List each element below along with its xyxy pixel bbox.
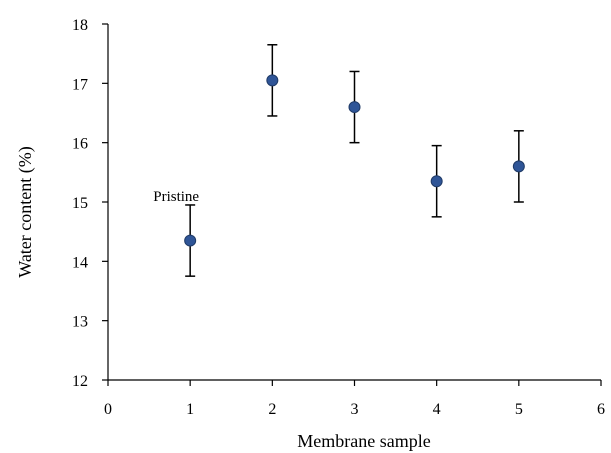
error-bars [185, 44, 524, 277]
y-tick-label: 13 [72, 314, 88, 331]
y-tick-label: 15 [72, 195, 88, 212]
x-tick-label: 3 [351, 401, 359, 418]
data-point [266, 74, 279, 87]
data-point [348, 101, 361, 114]
data-points [184, 74, 525, 247]
x-tick-label: 6 [597, 401, 605, 418]
y-tick-label: 12 [72, 373, 88, 390]
x-tick-label: 4 [433, 401, 441, 418]
y-tick-label: 14 [72, 254, 88, 271]
annotations: Pristine [153, 189, 199, 205]
data-point [184, 234, 197, 247]
y-tick-label: 17 [72, 76, 88, 93]
x-tick-label: 5 [515, 401, 523, 418]
y-axis-title: Water content (%) [15, 146, 36, 277]
ticks [102, 23, 602, 386]
data-point [512, 160, 525, 173]
x-axis-title: Membrane sample [297, 431, 430, 451]
y-tick-label: 18 [72, 17, 88, 34]
x-tick-label: 1 [186, 401, 194, 418]
x-tick-label: 0 [104, 401, 112, 418]
data-point [430, 175, 443, 188]
y-tick-label: 16 [72, 136, 88, 153]
annotation-label: Pristine [153, 189, 199, 205]
x-tick-label: 2 [268, 401, 276, 418]
